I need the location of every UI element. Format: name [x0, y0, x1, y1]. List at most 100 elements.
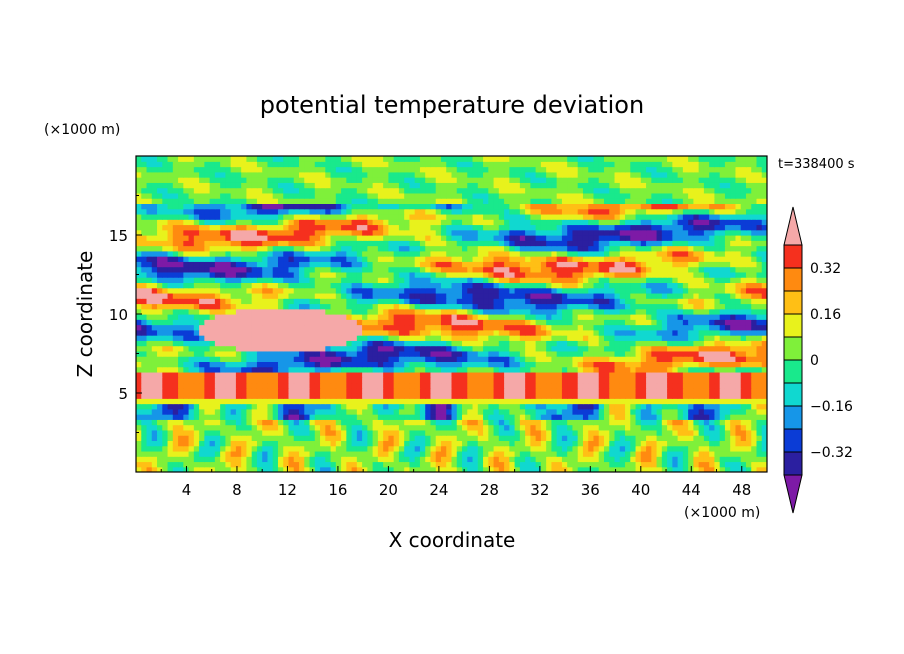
heatmap-cell: [619, 414, 626, 420]
heatmap-cell: [472, 261, 479, 268]
heatmap-cell: [719, 350, 726, 357]
heatmap-cell: [388, 387, 395, 394]
heatmap-cell: [640, 377, 647, 384]
heatmap-cell: [672, 308, 679, 315]
heatmap-cell: [667, 461, 673, 468]
heatmap-cell: [525, 366, 531, 373]
heatmap-cell: [556, 340, 563, 347]
heatmap-cell: [761, 445, 767, 452]
heatmap-cell: [388, 366, 395, 373]
heatmap-cell: [693, 429, 700, 436]
heatmap-cell: [435, 292, 442, 299]
heatmap-cell: [440, 250, 447, 257]
heatmap-cell: [493, 466, 500, 472]
heatmap-cell: [425, 256, 432, 262]
heatmap-cell: [625, 429, 631, 436]
heatmap-cell: [688, 345, 694, 352]
heatmap-cell: [383, 393, 389, 399]
heatmap-cell: [525, 261, 531, 268]
heatmap-cell: [540, 298, 547, 305]
heatmap-cell: [425, 445, 432, 452]
heatmap-cell: [525, 424, 531, 431]
heatmap-cell: [667, 440, 673, 447]
heatmap-cell: [193, 366, 200, 373]
heatmap-cell: [525, 419, 531, 426]
heatmap-cell: [425, 287, 432, 294]
heatmap-cell: [614, 377, 621, 384]
heatmap-cell: [225, 319, 232, 326]
heatmap-cell: [745, 308, 752, 315]
heatmap-cell: [283, 335, 290, 341]
heatmap-cell: [414, 414, 421, 420]
heatmap-cell: [635, 292, 642, 299]
heatmap-cell: [419, 466, 426, 472]
heatmap-cell: [272, 319, 279, 326]
heatmap-cell: [756, 361, 763, 368]
heatmap-cell: [603, 398, 610, 405]
heatmap-cell: [346, 435, 353, 441]
heatmap-cell: [593, 429, 600, 436]
heatmap-cell: [745, 261, 752, 268]
heatmap-cell: [740, 393, 747, 399]
heatmap-cell: [561, 324, 568, 331]
heatmap-cell: [625, 282, 631, 289]
heatmap-cell: [703, 361, 710, 368]
heatmap-cell: [609, 350, 616, 357]
heatmap-cell: [372, 261, 379, 268]
heatmap-cell: [293, 271, 300, 278]
heatmap-cell: [409, 408, 416, 415]
heatmap-cell: [409, 393, 416, 399]
heatmap-cell: [356, 303, 363, 310]
heatmap-cell: [577, 445, 584, 452]
heatmap-cell: [419, 350, 426, 357]
heatmap-cell: [388, 408, 395, 415]
heatmap-cell: [151, 335, 158, 341]
heatmap-cell: [309, 298, 316, 305]
heatmap-cell: [199, 387, 205, 394]
heatmap-cell: [256, 282, 263, 289]
heatmap-cell: [230, 450, 237, 457]
heatmap-cell: [614, 461, 621, 468]
heatmap-cell: [346, 445, 353, 452]
heatmap-cell: [346, 424, 353, 431]
heatmap-cell: [567, 424, 574, 431]
heatmap-cell: [430, 403, 437, 410]
heatmap-cell: [341, 340, 347, 347]
heatmap-cell: [335, 324, 342, 331]
heatmap-cell: [325, 377, 332, 384]
heatmap-cell: [667, 266, 673, 273]
heatmap-cell: [193, 319, 200, 326]
heatmap-cell: [451, 340, 458, 347]
heatmap-cell: [630, 314, 637, 320]
heatmap-cell: [724, 329, 731, 336]
heatmap-cell: [330, 266, 337, 273]
heatmap-cell: [467, 361, 474, 368]
heatmap-cell: [425, 435, 432, 441]
heatmap-cell: [551, 287, 558, 294]
heatmap-cell: [409, 429, 416, 436]
heatmap-cell: [435, 424, 442, 431]
heatmap-cell: [167, 450, 174, 457]
heatmap-cell: [703, 456, 710, 463]
heatmap-cell: [398, 329, 405, 336]
heatmap-cell: [504, 345, 510, 352]
heatmap-cell: [435, 350, 442, 357]
heatmap-cell: [141, 256, 148, 262]
heatmap-cell: [751, 271, 758, 278]
heatmap-cell: [188, 371, 195, 378]
heatmap-cell: [267, 345, 274, 352]
heatmap-cell: [761, 403, 767, 410]
heatmap-cell: [356, 314, 363, 320]
heatmap-cell: [162, 350, 169, 357]
heatmap-cell: [309, 371, 316, 378]
heatmap-cell: [136, 314, 142, 320]
heatmap-cell: [435, 298, 442, 305]
heatmap-cell: [272, 292, 279, 299]
heatmap-cell: [693, 287, 700, 294]
heatmap-cell: [467, 292, 474, 299]
heatmap-cell: [556, 450, 563, 457]
heatmap-cell: [214, 371, 221, 378]
heatmap-cell: [609, 424, 616, 431]
heatmap-cell: [635, 308, 642, 315]
heatmap-cell: [304, 466, 311, 472]
